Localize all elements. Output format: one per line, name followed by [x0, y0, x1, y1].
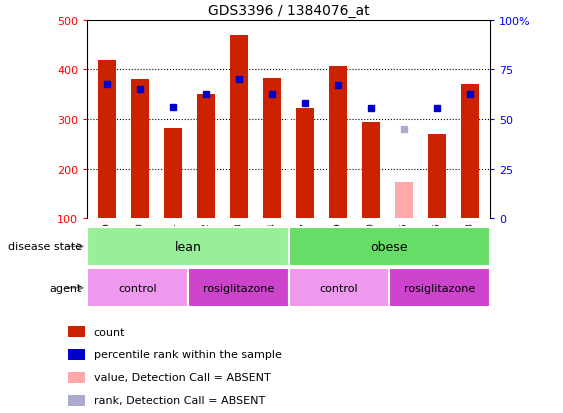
Bar — [389, 268, 490, 308]
Bar — [68, 349, 85, 360]
Text: disease state: disease state — [7, 242, 82, 252]
Text: agent: agent — [49, 283, 82, 293]
Text: rank, Detection Call = ABSENT: rank, Detection Call = ABSENT — [93, 395, 265, 405]
Bar — [329, 67, 347, 219]
Bar — [87, 227, 289, 266]
Title: GDS3396 / 1384076_at: GDS3396 / 1384076_at — [208, 4, 369, 18]
Text: obese: obese — [370, 240, 408, 253]
Bar — [164, 129, 182, 219]
Bar — [98, 61, 116, 219]
Text: percentile rank within the sample: percentile rank within the sample — [93, 349, 282, 359]
Bar — [289, 268, 389, 308]
Text: lean: lean — [175, 240, 202, 253]
Bar — [68, 395, 85, 406]
Text: value, Detection Call = ABSENT: value, Detection Call = ABSENT — [93, 373, 270, 382]
Text: control: control — [118, 283, 157, 293]
Bar — [87, 268, 188, 308]
Bar — [263, 79, 281, 219]
Text: count: count — [93, 327, 125, 337]
Bar — [68, 372, 85, 383]
Bar — [395, 182, 413, 219]
Bar — [197, 95, 215, 219]
Bar — [461, 85, 479, 219]
Bar — [289, 227, 490, 266]
Bar — [428, 135, 446, 219]
Bar — [230, 36, 248, 219]
Text: rosiglitazone: rosiglitazone — [203, 283, 274, 293]
Bar — [296, 109, 314, 219]
Text: control: control — [320, 283, 358, 293]
Bar — [362, 122, 380, 219]
Bar — [68, 326, 85, 337]
Bar — [131, 80, 149, 219]
Bar — [188, 268, 289, 308]
Text: rosiglitazone: rosiglitazone — [404, 283, 475, 293]
